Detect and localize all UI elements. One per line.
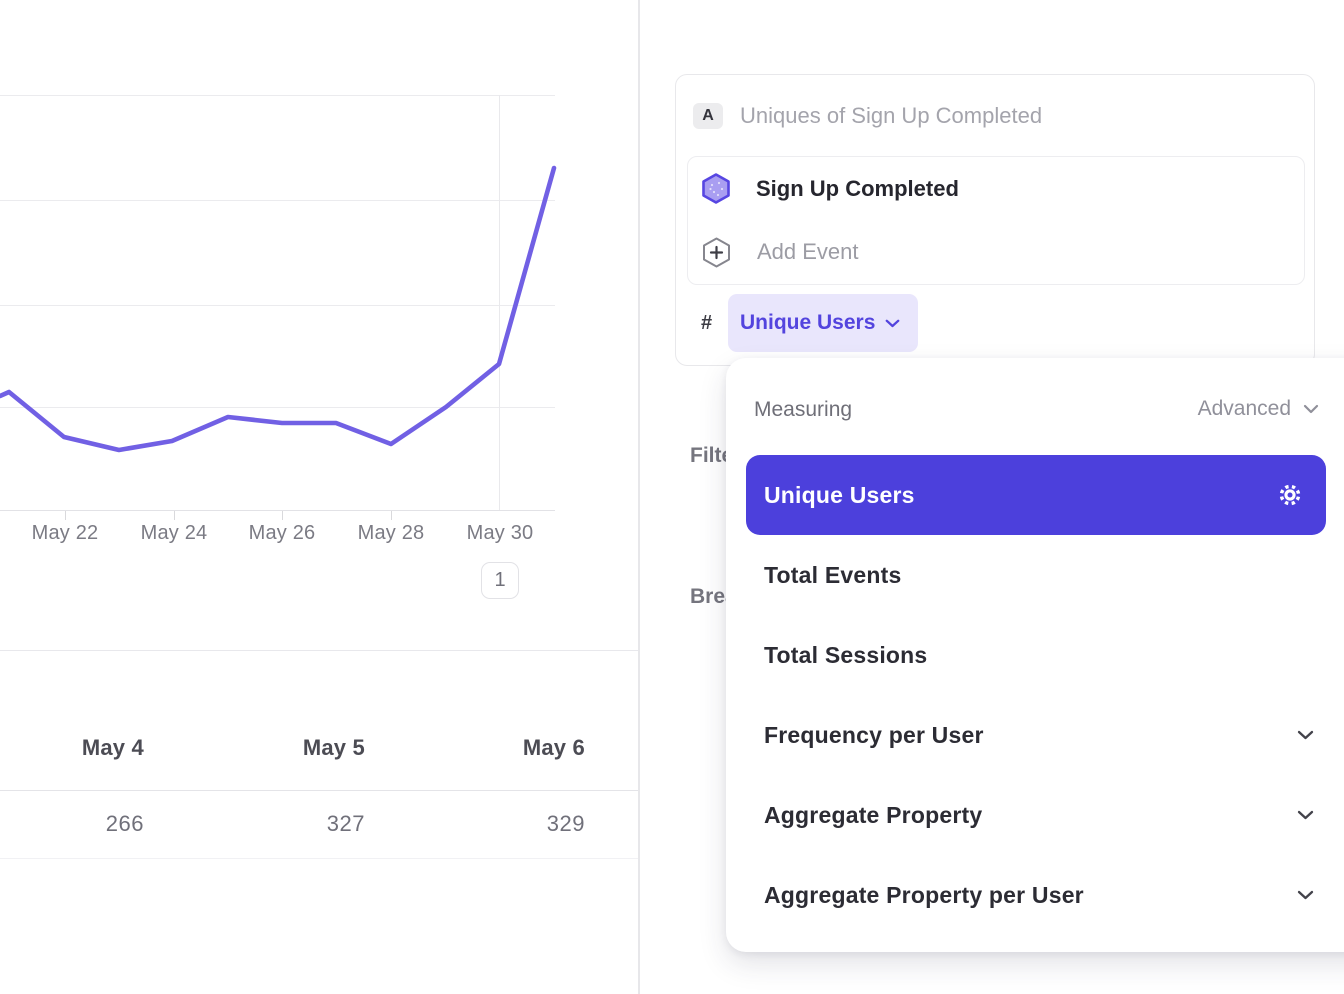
metric-title: Uniques of Sign Up Completed [740,103,1043,128]
menu-item-frequency-per-user[interactable]: Frequency per User [746,695,1326,775]
gridline-horizontal [0,305,555,306]
chart-panel: May 22 May 24 May 26 May 28 May 30 1 May… [0,0,638,994]
x-axis-line [0,510,555,511]
series-line [0,165,557,453]
gridline-horizontal [0,200,555,201]
x-axis-tick [391,511,392,520]
series-letter-badge: A [693,103,723,129]
add-event-label: Add Event [757,239,859,265]
filter-section-label: Filter [690,444,727,467]
event-item[interactable]: Sign Up Completed [688,157,1304,221]
x-axis-tick [174,511,175,520]
measurement-dropdown-button[interactable]: Unique Users [728,294,919,352]
chevron-down-icon [885,319,900,328]
metric-query-card: A Uniques of Sign Up Completed Sign Up C… [675,74,1315,366]
table-header-divider [0,790,638,791]
dropdown-header: Measuring Advanced [726,358,1344,464]
gear-icon[interactable] [1276,481,1304,509]
x-axis-tick [282,511,283,520]
advanced-label: Advanced [1197,397,1291,420]
add-event-hexagon-icon [703,237,730,268]
measurement-chip-label: Unique Users [740,311,876,334]
table-cell-value: 329 [546,811,585,836]
menu-item-total-sessions[interactable]: Total Sessions [764,641,928,668]
dropdown-item-list: Unique Users Total Events Total Sessions… [746,455,1326,935]
breakdown-section-label: Breakdown [690,585,729,608]
gridline-horizontal [0,95,555,96]
gridline-vertical-may30 [499,95,500,510]
table-row-divider [0,858,638,859]
panel-divider [638,0,640,994]
measuring-dropdown-menu: Measuring Advanced Unique Users [726,358,1344,952]
chevron-down-icon [1297,810,1314,820]
x-axis-label: May 28 [357,522,425,544]
chevron-down-icon [1297,730,1314,740]
event-name: Sign Up Completed [756,175,959,201]
chevron-down-icon [1303,404,1319,414]
x-axis-tick [65,511,66,520]
x-axis-label: May 22 [31,522,99,544]
line-chart [0,165,557,453]
hash-symbol: # [701,311,713,334]
measuring-label: Measuring [754,398,853,421]
event-hexagon-icon [702,173,730,205]
menu-item-total-events[interactable]: Total Events [764,561,902,588]
events-box: Sign Up Completed Add Event [687,156,1305,285]
x-axis-label: May 26 [248,522,316,544]
table-cell-value: 327 [326,811,365,836]
menu-item-unique-users[interactable]: Unique Users [746,455,1326,535]
menu-item-aggregate-property-per-user[interactable]: Aggregate Property per User [746,855,1326,935]
table-column-header: May 4 [81,735,144,760]
pagination-page-button[interactable]: 1 [481,562,519,599]
table-cell-value: 266 [105,811,144,836]
table-column-header: May 5 [302,735,365,760]
advanced-mode-toggle[interactable]: Advanced [1192,396,1325,422]
chevron-down-icon [1297,890,1314,900]
measurement-row: # Unique Users [701,294,919,352]
metric-title-row: A Uniques of Sign Up Completed [693,102,1042,130]
table-column-header: May 6 [522,735,585,760]
x-axis-label: May 30 [466,522,534,544]
add-event-button[interactable]: Add Event [688,221,1304,285]
gridline-horizontal [0,407,555,408]
x-axis-label: May 24 [140,522,208,544]
table-top-border [0,650,638,651]
menu-item-aggregate-property[interactable]: Aggregate Property [746,775,1326,855]
